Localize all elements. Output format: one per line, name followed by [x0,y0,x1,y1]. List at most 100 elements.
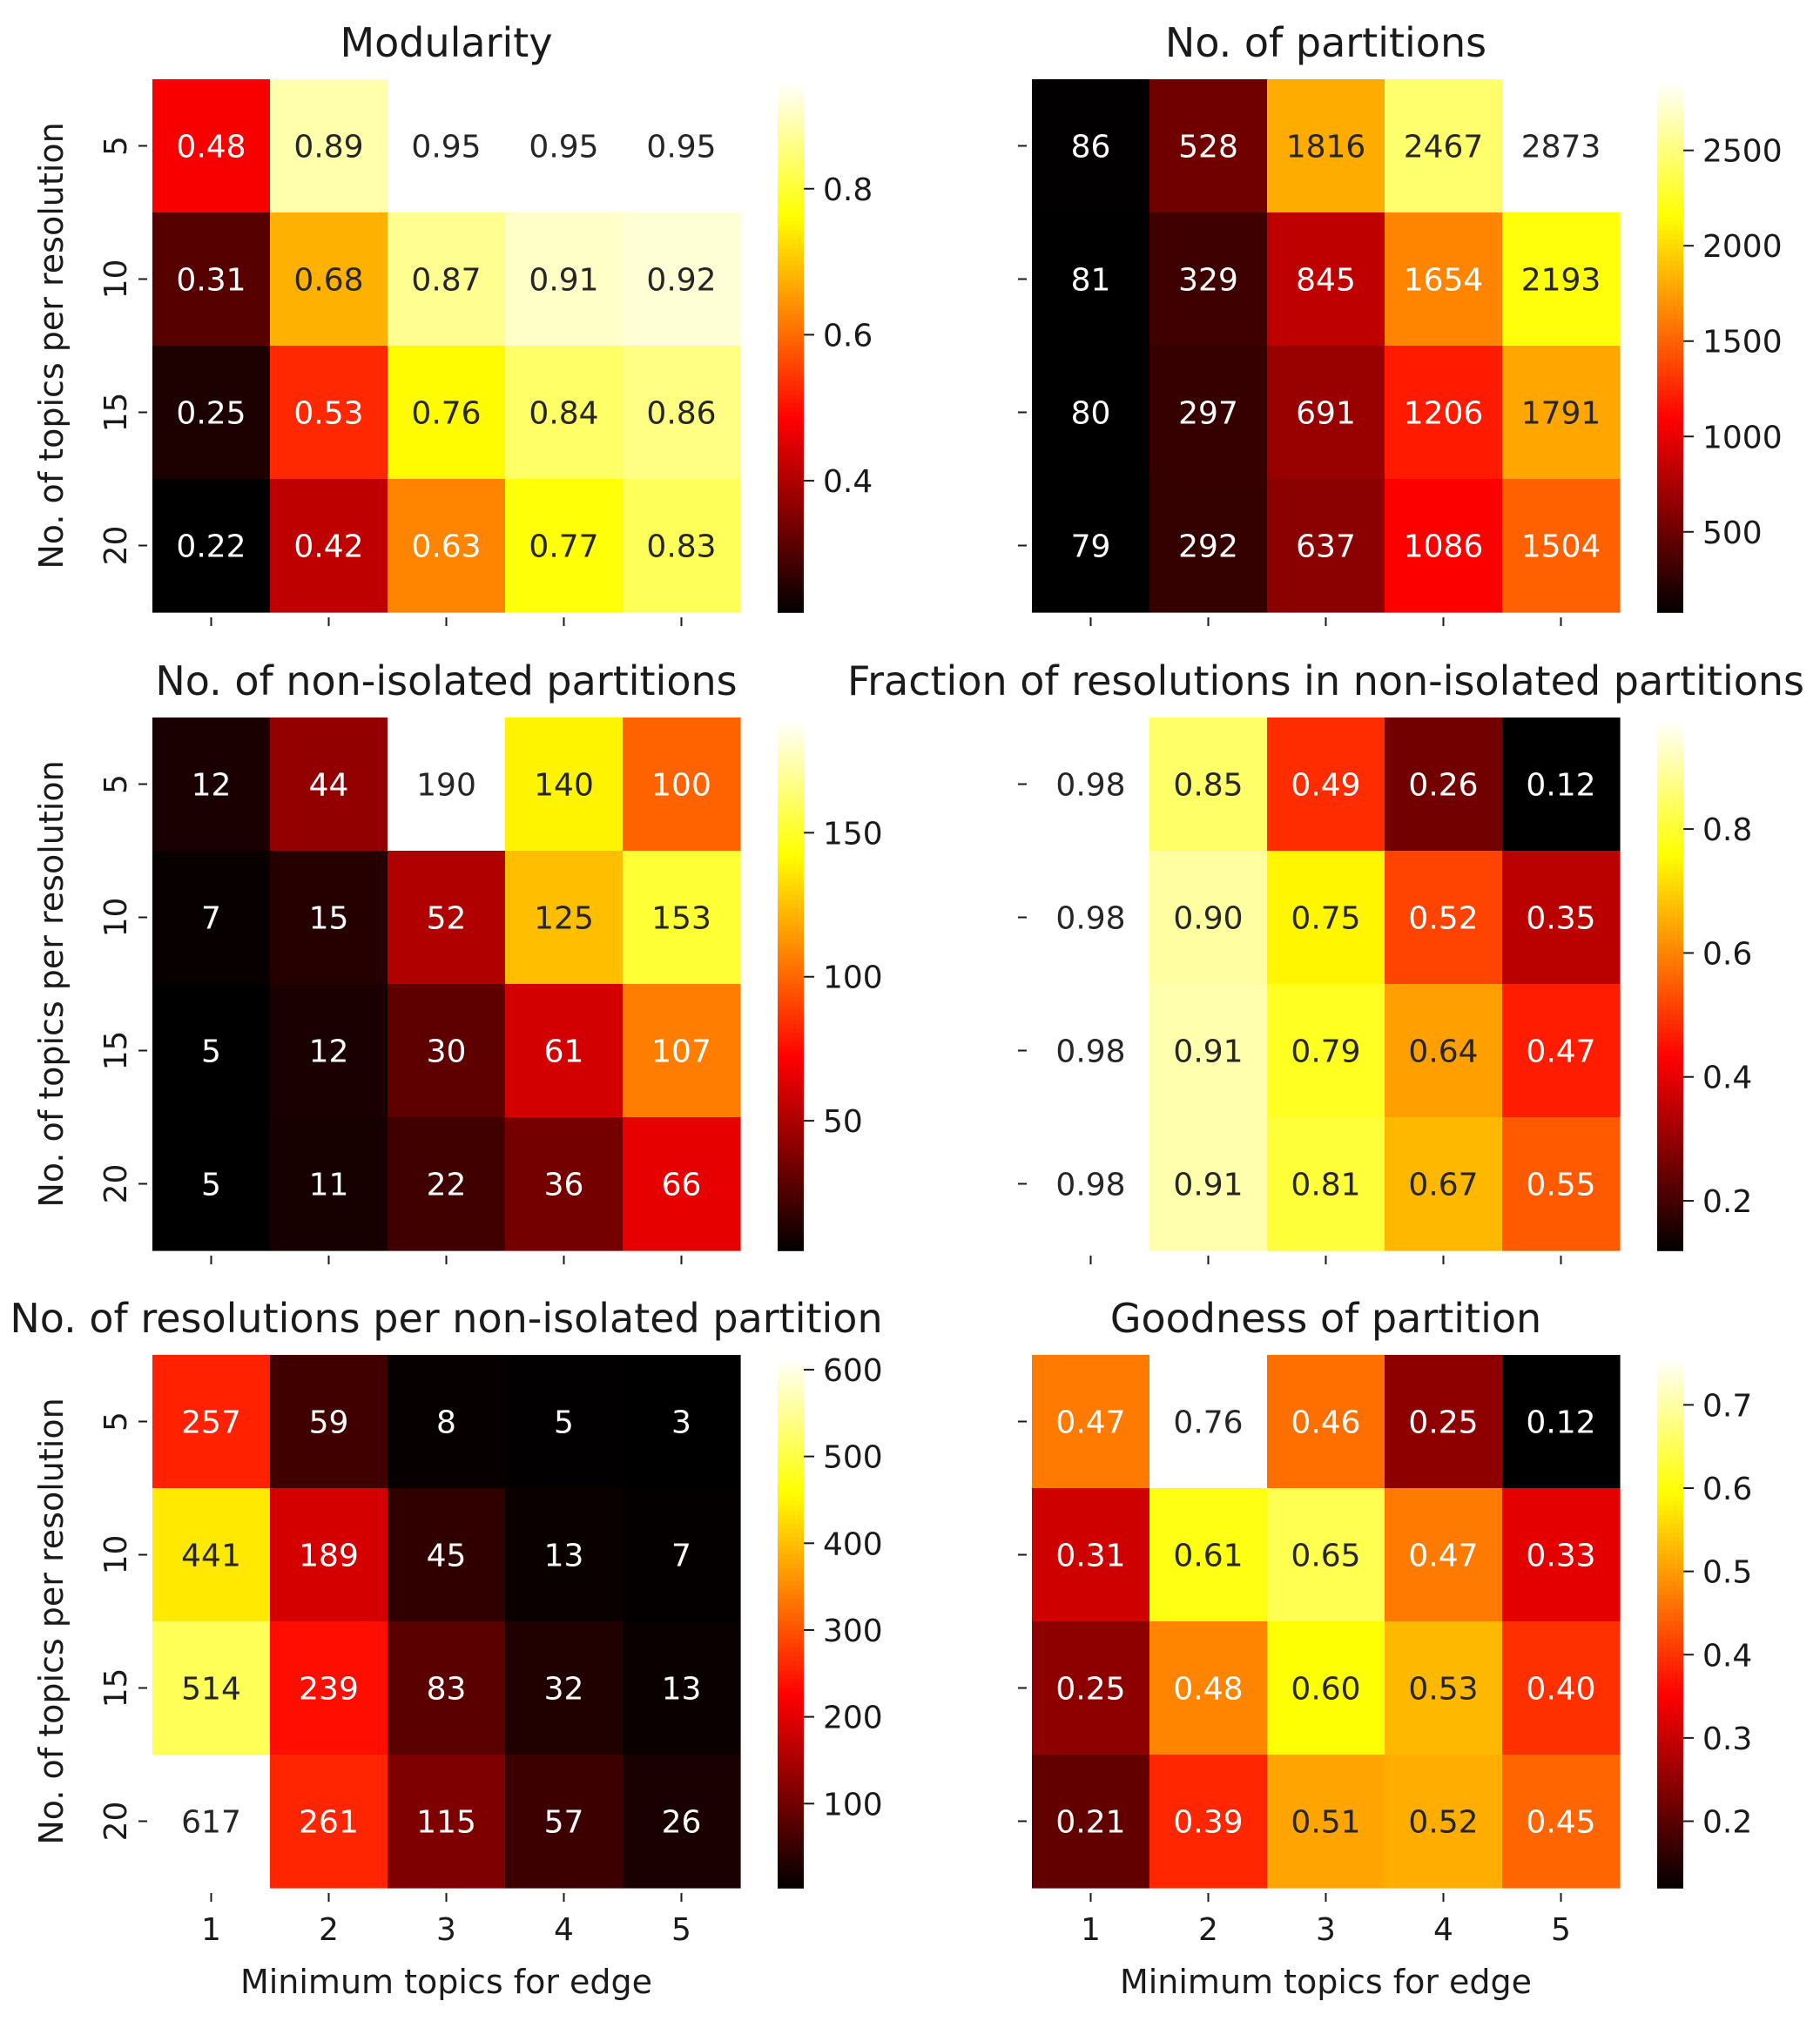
colorbar-segment [1657,332,1683,338]
colorbar-segment [1657,1143,1683,1149]
colorbar-segment [778,124,804,129]
colorbar-segment [778,1577,804,1582]
colorbar-segment [778,203,804,209]
cell-label: 0.33 [1526,1539,1595,1574]
colorbar-tick-label: 0.6 [1702,936,1752,972]
colorbar-segment [778,607,804,613]
colorbar-segment [1657,239,1683,245]
colorbar-segment [778,1572,804,1578]
colorbar-segment [1657,859,1683,866]
colorbar-segment [778,239,804,245]
colorbar-segment [1657,890,1683,896]
colorbar-segment [1657,1117,1683,1122]
colorbar-segment [1657,1856,1683,1863]
colorbar-segment [1657,1577,1683,1582]
colorbar-segment [1657,1041,1683,1048]
colorbar-segment [1657,359,1683,365]
colorbar-segment [1657,1139,1683,1145]
colorbar-segment [778,1519,804,1525]
colorbar-segment [778,118,804,125]
cell-label: 0.90 [1173,901,1243,937]
cell-label: 59 [309,1405,349,1441]
colorbar-segment [1657,1567,1683,1573]
colorbar-segment [1657,568,1683,573]
colorbar-segment [1657,797,1683,803]
colorbar-segment [778,1643,804,1649]
cell-label: 0.81 [1291,1168,1360,1203]
heatmap-cell [1267,1621,1385,1755]
colorbar-segment [778,828,804,834]
colorbar-segment [778,930,804,936]
colorbar-segment [1657,1050,1683,1056]
cell-label: 0.47 [1526,1034,1595,1070]
cell-label: 52 [427,901,467,937]
colorbar-segment [1657,988,1683,994]
heatmap-cell [1149,1755,1268,1889]
colorbar-segment [778,141,804,147]
colorbar-segment [1657,1865,1683,1871]
colorbar-segment [778,1122,804,1127]
colorbar-segment [778,492,804,498]
colorbar-segment [778,855,804,860]
colorbar-segment [1657,877,1683,883]
colorbar-segment [1657,1781,1683,1787]
colorbar-segment [1657,1688,1683,1694]
colorbar-segment [778,448,804,454]
colorbar-segment [1657,226,1683,232]
colorbar-segment [1657,310,1683,316]
cell-label: 0.68 [293,263,363,299]
heatmap-cell [1032,1355,1150,1489]
colorbar-segment [778,1825,804,1831]
colorbar-segment [778,1073,804,1078]
colorbar-segment [1657,1381,1683,1387]
colorbar-segment [1657,1554,1683,1560]
colorbar-segment [1657,944,1683,949]
heatmap-cell [1502,984,1621,1118]
cell-label: 0.63 [411,529,481,565]
colorbar-segment [778,1732,804,1738]
colorbar-segment [778,1510,804,1516]
colorbar-segment [778,452,804,458]
x-tick-label: 4 [1433,1912,1453,1948]
y-tick-label: 15 [98,1668,134,1708]
colorbar-segment [1657,1745,1683,1751]
cell-label: 0.61 [1173,1539,1243,1574]
colorbar-segment [1657,1236,1683,1243]
colorbar-segment [778,970,804,976]
cell-label: 0.42 [293,529,363,565]
cell-label: 0.47 [1055,1405,1125,1441]
colorbar-segment [778,603,804,609]
colorbar-segment [778,1705,804,1711]
heatmap-cell [1385,479,1503,613]
colorbar-segment [1657,762,1683,767]
colorbar-segment [1657,1728,1683,1734]
colorbar-segment [1657,815,1683,821]
colorbar-segment [1657,421,1683,427]
colorbar-segment [778,1821,804,1827]
colorbar-segment [1657,957,1683,963]
cell-label: 0.86 [646,396,716,432]
colorbar-segment [1657,496,1683,502]
heatmap-cell [270,1117,388,1251]
colorbar-segment [1657,1086,1683,1092]
colorbar-segment [1657,1372,1683,1378]
colorbar-segment [1657,864,1683,870]
colorbar-tick-label: 100 [823,960,883,996]
colorbar-segment [778,1404,804,1409]
colorbar-segment [778,501,804,507]
colorbar-segment [778,1377,804,1383]
colorbar-segment [1657,841,1683,847]
colorbar-segment [778,859,804,866]
colorbar-segment [1657,132,1683,138]
colorbar-segment [778,425,804,431]
colorbar-segment [778,1652,804,1658]
colorbar-segment [1657,1527,1683,1533]
colorbar-segment [1657,327,1683,334]
heatmap-cell [505,1621,624,1755]
colorbar-segment [1657,1825,1683,1831]
colorbar-segment [1657,1192,1683,1198]
cell-label: 257 [181,1405,241,1441]
colorbar-segment [1657,1803,1683,1809]
colorbar-segment [778,966,804,972]
cell-label: 30 [427,1034,467,1070]
